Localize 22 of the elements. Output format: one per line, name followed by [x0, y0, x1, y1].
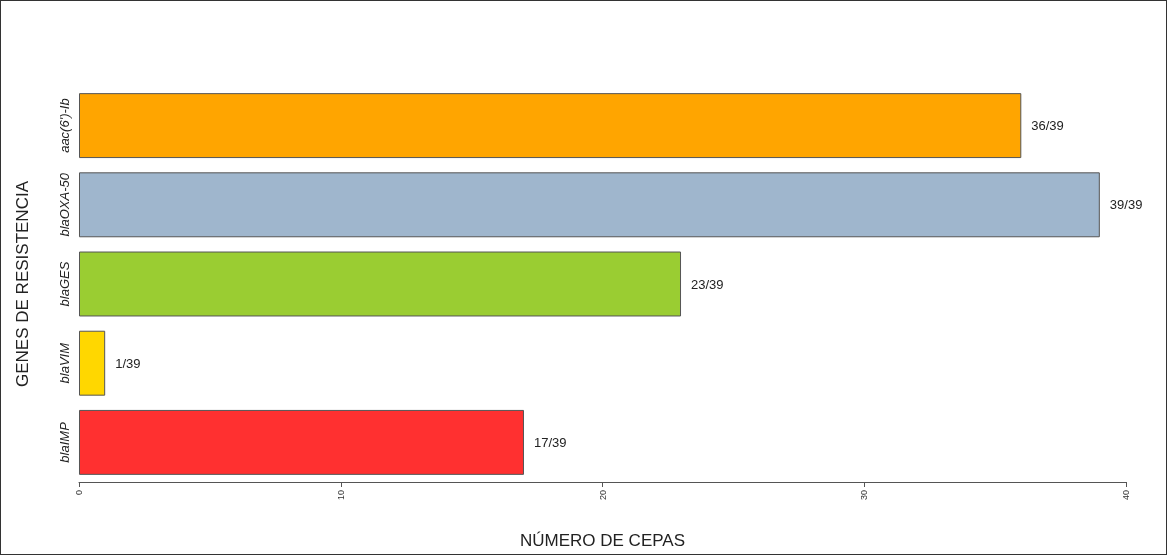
x-tick-label: 40	[1121, 490, 1131, 501]
data-label: 39/39	[1109, 197, 1143, 213]
y-tick-label: blaGES	[57, 261, 72, 307]
x-tick-label: 30	[859, 490, 870, 501]
data-label: 36/39	[1031, 118, 1064, 134]
x-axis-title: NÚMERO DE CEPAS	[520, 531, 685, 550]
x-tick-label: 0	[74, 490, 84, 496]
data-label: 17/39	[533, 434, 567, 450]
x-tick-label: 10	[335, 490, 346, 501]
bar	[79, 172, 1100, 238]
bar	[79, 330, 106, 396]
bar	[79, 93, 1022, 159]
bar	[79, 409, 524, 475]
x-tick-label: 20	[597, 490, 608, 501]
data-label: 23/39	[691, 276, 724, 292]
y-tick-label: blaOXA-50	[57, 172, 72, 237]
y-tick-label: aac(6')-Ib	[57, 98, 72, 153]
bar	[79, 251, 682, 317]
y-tick-label: blaVIM	[57, 342, 72, 384]
y-axis-title: GENES DE RESISTENCIA	[13, 180, 32, 387]
data-label: 1/39	[115, 355, 141, 371]
y-tick-label: blaIMP	[57, 421, 72, 463]
